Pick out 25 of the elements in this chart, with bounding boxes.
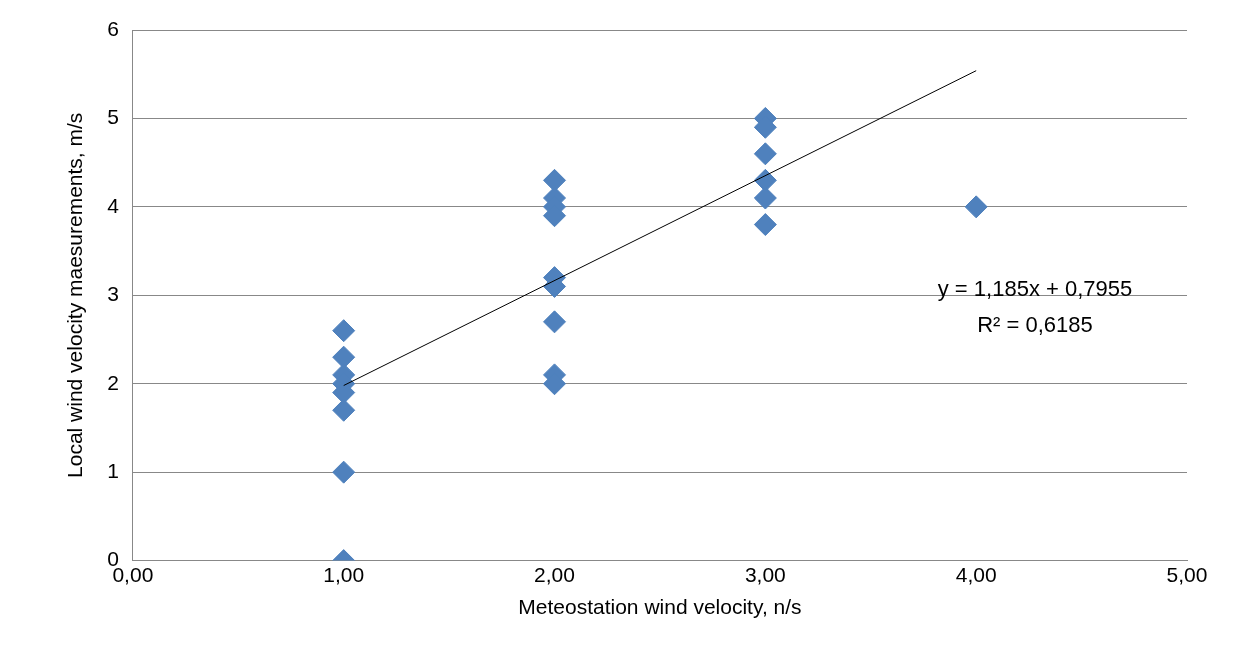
point bbox=[332, 319, 356, 343]
y-axis-title: Local wind velocity maesurements, m/s bbox=[63, 112, 87, 478]
x-tick-label: 5,00 bbox=[1166, 563, 1208, 586]
y-tick-label: 4 bbox=[107, 193, 120, 217]
x-axis-title: Meteostation wind velocity, n/s bbox=[518, 595, 802, 619]
y-tick-label: 5 bbox=[107, 105, 119, 129]
x-tick-label: 3,00 bbox=[744, 563, 786, 586]
y-tick-label: 1 bbox=[107, 458, 119, 482]
annotation: y = 1,185x + 0,7955 bbox=[937, 276, 1133, 302]
y-tick-label: 2 bbox=[107, 370, 119, 394]
point bbox=[543, 168, 567, 192]
y-tick-label: 3 bbox=[107, 282, 119, 306]
point bbox=[332, 398, 356, 422]
x-tick-label: 4,00 bbox=[955, 563, 997, 586]
point bbox=[753, 142, 777, 166]
x-tick-label: 1,00 bbox=[323, 563, 365, 586]
annotation: R² = 0,6185 bbox=[977, 312, 1093, 338]
point bbox=[332, 345, 356, 369]
point bbox=[753, 213, 777, 237]
point bbox=[964, 195, 988, 219]
point bbox=[753, 186, 777, 210]
point bbox=[332, 460, 356, 484]
point bbox=[543, 310, 567, 334]
y-tick-label: 6 bbox=[107, 16, 119, 40]
x-tick-label: 2,00 bbox=[534, 563, 575, 586]
